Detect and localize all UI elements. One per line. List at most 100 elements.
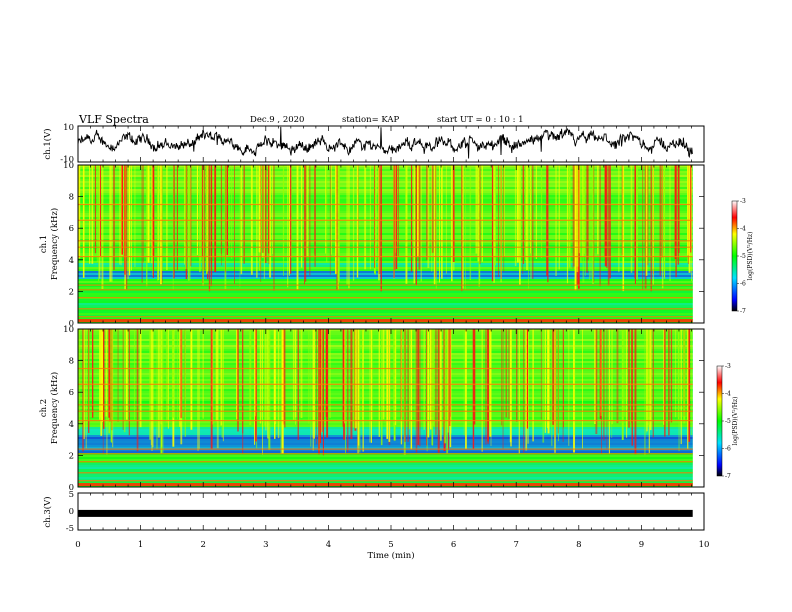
spectrogram-band (78, 231, 693, 233)
spectrogram-streak (146, 165, 148, 287)
spectrogram-band (78, 391, 693, 393)
spectrogram-band (78, 243, 693, 245)
spectrogram-streak (376, 165, 377, 261)
spectrogram-streak (481, 165, 483, 262)
spectrogram-streak (547, 329, 549, 429)
spectrogram-streak (582, 165, 584, 257)
spectrogram-band (78, 285, 693, 287)
spectrogram-band (78, 385, 693, 387)
spectrogram-streak (109, 329, 111, 422)
time-axis-tick-label: 9 (639, 540, 644, 550)
spectrogram-streak (568, 165, 571, 268)
spectrogram-band (78, 227, 693, 229)
spectrogram-streak (573, 329, 575, 453)
colorbar-tick-label: -6 (740, 281, 746, 288)
spectrogram-band (78, 247, 693, 249)
time-axis-tick-label: 4 (326, 540, 331, 550)
spectrogram-streak (688, 165, 691, 273)
spectrogram-band (78, 351, 693, 353)
spectrogram-tone (78, 297, 693, 299)
spectrogram-streak (256, 165, 258, 278)
spectrogram-streak (300, 329, 303, 419)
spectrogram-streak (426, 329, 428, 452)
spectrogram-band (78, 261, 693, 263)
spectrogram-band (78, 263, 693, 265)
spectrogram-streak (516, 329, 518, 422)
spectrogram-band (78, 201, 693, 203)
spectrogram-band (78, 393, 693, 395)
spectrogram-streak (435, 329, 437, 435)
spectrogram-streak (290, 165, 292, 274)
spectrogram-tone (78, 246, 693, 248)
spectrogram-band (78, 237, 693, 239)
spectrogram-streak (405, 165, 407, 262)
spectrogram-streak (418, 165, 421, 270)
ch2-spectrogram-ylabel-frequency: Frequency (kHz) (49, 372, 60, 444)
spectrogram-streak (426, 165, 428, 260)
time-axis-tick-label: 6 (451, 540, 456, 550)
spectrogram-band (78, 349, 693, 351)
spectrogram-streak (319, 329, 322, 444)
spectrogram-streak (586, 165, 588, 273)
spectrogram-streak (661, 165, 663, 258)
spectrogram-streak (176, 165, 178, 271)
spectrogram-streak (296, 165, 299, 290)
spectrogram-streak (500, 165, 502, 280)
spectrogram-band (78, 397, 693, 399)
spectrogram-streak (664, 329, 666, 437)
spectrogram-streak (490, 329, 492, 446)
frequency-tick-label: 6 (69, 224, 74, 234)
spectrogram-streak (409, 329, 410, 430)
spectrogram-streak (206, 165, 208, 275)
spectrogram-streak (273, 329, 275, 422)
spectrogram-streak (519, 165, 522, 260)
spectrogram-streak (501, 329, 503, 426)
spectrogram-streak (576, 165, 579, 273)
spectrogram-streak (161, 165, 163, 271)
spectrogram-band (78, 339, 693, 341)
spectrogram-streak (552, 329, 554, 425)
ch2-colorbar-label: log(PSD)(V²/Hz) (732, 397, 739, 446)
spectrogram-band (78, 355, 693, 357)
spectrogram-tone (78, 480, 693, 482)
spectrogram-streak (102, 329, 104, 455)
spectrogram-streak (477, 165, 480, 262)
spectrogram-streak (690, 165, 692, 253)
spectrogram-streak (532, 329, 534, 442)
ch3-waveform-ylabel: ch.3(V) (42, 496, 53, 527)
time-axis-tick-label: 10 (699, 540, 710, 550)
spectrogram-streak (652, 329, 654, 438)
spectrogram-streak (263, 165, 265, 279)
spectrogram-band (78, 191, 693, 193)
spectrogram-streak (215, 329, 218, 422)
spectrogram-band (78, 299, 693, 301)
spectrogram-band (78, 409, 693, 411)
spectrogram-streak (419, 329, 421, 447)
spectrogram-streak (400, 329, 402, 420)
spectrogram-streak (292, 329, 295, 420)
spectrogram-streak (258, 165, 261, 253)
spectrogram-streak (331, 165, 332, 255)
spectrogram-streak (630, 165, 633, 273)
spectrogram-streak (437, 329, 440, 453)
spectrogram-streak (631, 329, 633, 446)
spectrogram-streak (157, 329, 160, 438)
spectrogram-band (78, 411, 693, 413)
spectrogram-streak (108, 329, 110, 418)
spectrogram-streak (526, 165, 528, 270)
spectrogram-band (78, 403, 693, 405)
spectrogram-streak (214, 165, 217, 273)
spectrogram-streak (680, 329, 682, 445)
spectrogram-streak (647, 165, 649, 266)
spectrogram-streak (503, 165, 505, 257)
spectrogram-streak (117, 329, 119, 422)
spectrogram-streak (572, 165, 574, 269)
spectrogram-streak (531, 165, 534, 279)
spectrogram-streak (280, 329, 283, 454)
spectrogram-streak (435, 165, 437, 289)
spectrogram-streak (231, 165, 233, 259)
spectrogram-streak (587, 165, 589, 260)
spectrogram-streak (141, 165, 143, 283)
spectrogram-streak (103, 329, 105, 429)
spectrogram-streak (417, 165, 420, 257)
